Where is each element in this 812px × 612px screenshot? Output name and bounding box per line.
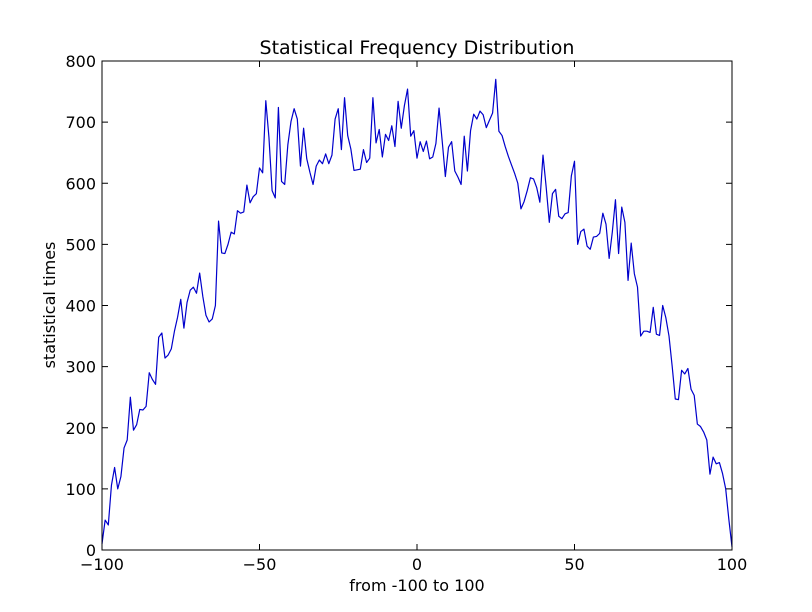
series-line-0 <box>101 78 733 548</box>
y-tick-label: 100 <box>65 480 96 499</box>
y-tick-label: 800 <box>65 52 96 71</box>
y-tick-label: 300 <box>65 358 96 377</box>
x-tick-label: −50 <box>243 555 277 574</box>
x-tick-label: −100 <box>80 555 124 574</box>
y-axis-ticks: 0 100 200 300 400 500 600 700 800 <box>65 52 732 560</box>
x-axis-ticks: −100 −50 0 50 100 <box>80 61 747 574</box>
series-layer <box>101 78 733 548</box>
y-axis-label: statistical times <box>40 242 59 369</box>
y-tick-label: 600 <box>65 174 96 193</box>
y-tick-label: 500 <box>65 235 96 254</box>
x-tick-label: 50 <box>564 555 584 574</box>
x-tick-label: 0 <box>412 555 422 574</box>
y-tick-label: 0 <box>86 541 96 560</box>
y-tick-label: 200 <box>65 419 96 438</box>
x-tick-label: 100 <box>717 555 748 574</box>
x-axis-label: from -100 to 100 <box>349 576 484 595</box>
plot-area-frame <box>101 60 733 551</box>
y-tick-label: 400 <box>65 297 96 316</box>
y-tick-label: 700 <box>65 113 96 132</box>
chart-title: Statistical Frequency Distribution <box>260 37 575 59</box>
